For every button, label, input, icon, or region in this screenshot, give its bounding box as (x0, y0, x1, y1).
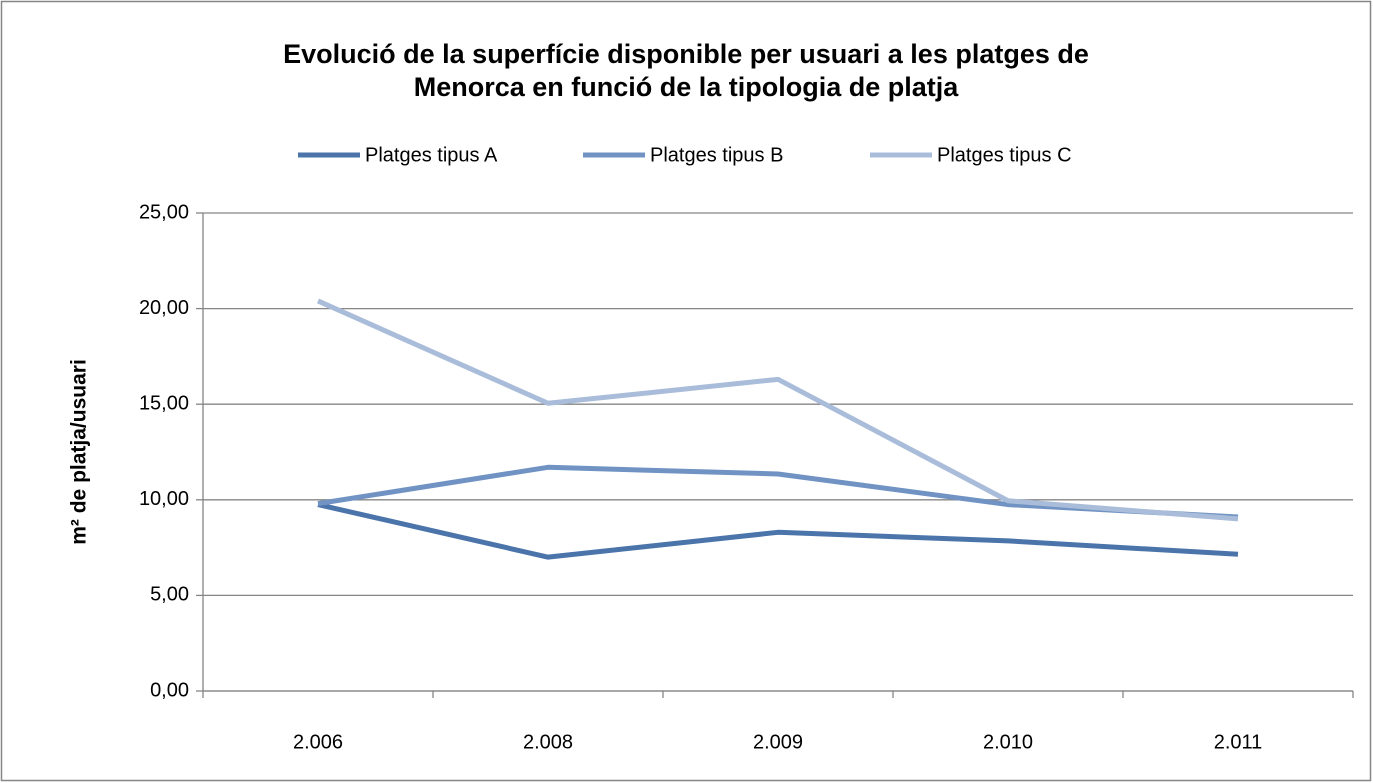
y-tick-label: 25,00 (139, 201, 189, 223)
legend-label: Platges tipus B (650, 144, 783, 166)
x-tick-label: 2.006 (293, 731, 343, 753)
x-tick-label: 2.008 (523, 731, 573, 753)
series-line (317, 502, 1239, 560)
y-tick-label: 0,00 (150, 679, 189, 701)
y-tick-label: 15,00 (139, 392, 189, 414)
legend-label: Platges tipus A (365, 144, 498, 166)
x-tick-label: 2.010 (983, 731, 1033, 753)
x-tick-label: 2.011 (1214, 731, 1263, 753)
y-tick-label: 5,00 (150, 584, 189, 606)
series-line (316, 298, 1239, 522)
chart-title: Evolució de la superfície disponible per… (283, 39, 1089, 69)
y-tick-label: 10,00 (139, 488, 189, 510)
y-axis-label: m² de platja/usuari (68, 359, 91, 545)
legend-label: Platges tipus C (937, 144, 1072, 166)
chart-title: Menorca en funció de la tipologia de pla… (414, 72, 960, 102)
x-tick-label: 2.009 (753, 731, 803, 753)
y-tick-label: 20,00 (139, 297, 189, 319)
